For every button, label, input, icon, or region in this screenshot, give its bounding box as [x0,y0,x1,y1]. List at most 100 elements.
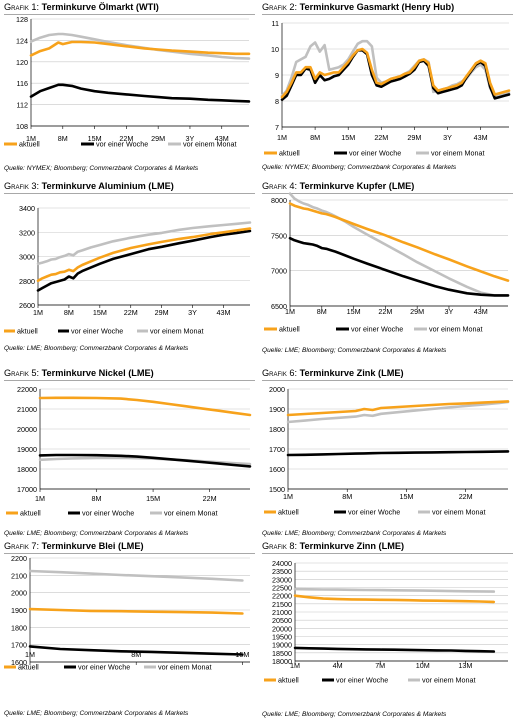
chart-zinn: 1800018500190001950020000205002100021500… [264,559,508,685]
chart-gas-henry-hub: 7 8 9 10 11 1M 8M 15M 22M 29M 3Y 43M aktuell vor eine… [264,19,511,158]
legend-label-woche: vor einer Woche [82,509,134,518]
y-tick-label: 7000 [271,267,287,276]
legend-label-monat: vor einem Monat [150,327,204,336]
legend-label-aktuell: aktuell [278,676,299,685]
y-tick-label: 1600 [11,658,27,667]
x-tick-label: 1M [285,307,295,316]
chart-source: Quelle: NYMEX; Bloomberg; Commerzbank Co… [4,165,199,172]
y-tick-label: 124 [16,36,28,45]
y-tick-label: 22000 [17,385,37,394]
y-tick-label: 21000 [17,405,37,414]
chart-source: Quelle: NYMEX; Bloomberg; Commerzbank Co… [262,164,457,171]
chart-number: Grafik 3: [4,181,40,191]
y-tick-label: 8 [275,97,279,106]
x-tick-label: 15M [93,308,107,317]
series-line-aktuell [280,47,511,99]
chart-panel-zink: Grafik 6: Terminkurve Zink (LME) 1500 160… [262,367,513,547]
legend-label-monat: vor einem Monat [432,508,486,517]
y-tick-label: 23500 [272,567,292,576]
y-tick-label: 24000 [272,559,292,568]
y-tick-label: 2200 [11,554,27,563]
y-tick-label: 1800 [11,623,27,632]
y-tick-label: 2800 [19,277,35,286]
title-divider [262,553,513,554]
title-divider [262,193,513,194]
legend-label-woche: vor einer Woche [96,140,148,149]
y-tick-label: 1600 [269,465,285,474]
title-divider [4,380,255,381]
y-tick-label: 20000 [272,624,292,633]
series-line-aktuell [29,40,251,57]
y-tick-label: 3000 [19,253,35,262]
y-tick-label: 7500 [271,231,287,240]
title-divider [262,14,513,15]
y-tick-label: 19500 [272,633,292,642]
x-tick-label: 15M [347,307,361,316]
legend-label-aktuell: aktuell [279,149,300,158]
y-tick-label: 2000 [269,385,285,394]
legend-label-aktuell: aktuell [279,325,300,334]
series-line-monat [288,192,510,297]
series-line-aktuell [38,396,252,417]
chart-number: Grafik 8: [262,541,298,551]
y-tick-label: 112 [17,101,28,110]
x-tick-label: 4M [333,661,343,670]
series-line-aktuell [293,594,496,604]
x-tick-label: 29M [410,307,424,316]
x-tick-label: 8M [310,133,320,142]
x-tick-label: 8M [317,307,327,316]
x-tick-label: 10M [416,661,430,670]
chart-title: Grafik 8: Terminkurve Zinn (LME) [262,540,513,554]
chart-title-text: Terminkurve Blei (LME) [41,541,144,551]
legend-label-woche: vor einer Woche [71,327,123,336]
series-line-monat [293,587,496,593]
x-tick-label: 15M [88,134,102,143]
series-line-woche [286,450,510,457]
x-tick-label: 1M [290,661,300,670]
legend-label-monat: vor einem Monat [422,676,476,685]
legend-label-monat: vor einem Monat [183,140,237,149]
x-tick-label: 22M [119,134,133,143]
y-tick-label: 22500 [272,584,292,593]
y-tick-label: 1500 [269,485,285,494]
chart-panel-blei: Grafik 7: Terminkurve Blei (LME) 1600 170… [4,540,255,720]
chart-title-text: Terminkurve Kupfer (LME) [299,181,415,191]
x-tick-label: 43M [215,134,229,143]
series-line-aktuell [286,400,510,417]
chart-source: Quelle: LME; Bloomberg; Commerzbank Corp… [262,347,447,354]
chart-source: Quelle: LME; Bloomberg; Commerzbank Corp… [4,345,189,352]
series-line-woche [38,453,252,468]
x-tick-label: 43M [474,307,488,316]
chart-title: Grafik 5: Terminkurve Nickel (LME) [4,367,255,381]
chart-source: Quelle: LME; Bloomberg; Commerzbank Corp… [262,711,447,718]
x-tick-label: 8M [64,308,74,317]
x-tick-label: 7M [375,661,385,670]
x-tick-label: 43M [217,308,231,317]
x-tick-label: 8M [131,650,141,659]
x-tick-label: 1M [283,492,293,501]
chart-panel-zinn: Grafik 8: Terminkurve Zinn (LME) 18000 18… [262,540,513,720]
y-tick-label: 2000 [11,589,27,598]
x-tick-label: 43M [474,133,488,142]
chart-title-text: Terminkurve Zinn (LME) [299,541,405,551]
y-tick-label: 23000 [272,575,292,584]
x-tick-label: 15M [341,133,355,142]
y-tick-label: 22000 [272,592,292,601]
series-line-aktuell [288,202,510,282]
legend-label-woche: vor einer Woche [348,508,400,517]
title-divider [4,553,255,554]
x-tick-label: 15M [146,494,160,503]
series-line-woche [36,229,252,292]
y-tick-label: 1800 [269,425,285,434]
legend-label-woche: vor einer Woche [351,325,403,334]
x-tick-label: 3Y [443,133,452,142]
y-tick-label: 2100 [11,571,27,580]
x-tick-label: 29M [155,308,169,317]
legend-label-aktuell: aktuell [17,327,38,336]
y-tick-label: 20500 [272,616,292,625]
y-tick-label: 2600 [19,301,35,310]
legend-label-monat: vor einem Monat [164,509,218,518]
chart-title: Grafik 6: Terminkurve Zink (LME) [262,367,513,381]
chart-nickel: 17000 18000 19000 20000 21000 22000 1M 8M 15M 22M… [6,385,252,518]
y-tick-label: 1700 [11,641,27,650]
